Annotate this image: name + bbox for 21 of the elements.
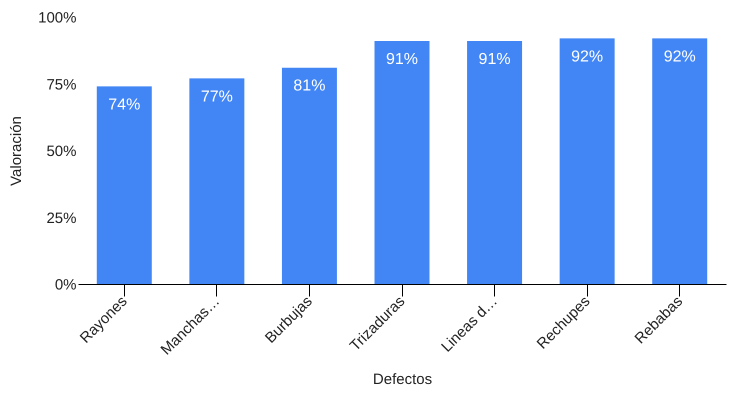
y-tick-label: 75% [46, 76, 76, 94]
y-tick-label: 50% [46, 143, 76, 160]
bar [374, 41, 430, 284]
bar [189, 78, 244, 284]
x-axis-title: Defectos [372, 370, 432, 388]
data-label: 91% [478, 51, 511, 68]
data-label: 92% [664, 48, 696, 66]
data-label: 92% [571, 48, 604, 66]
y-tick-label: 100% [38, 10, 76, 26]
y-tick-label: 0% [54, 276, 76, 294]
bar [282, 68, 337, 284]
bar [560, 38, 615, 284]
data-label: 77% [200, 88, 233, 106]
data-label: 74% [108, 96, 140, 114]
data-label: 91% [386, 51, 418, 68]
bar [467, 41, 522, 284]
y-tick-label: 25% [46, 210, 76, 227]
data-label: 81% [293, 78, 326, 95]
bar [652, 38, 708, 284]
bar [96, 86, 152, 284]
y-axis-title: Valoración [8, 116, 26, 186]
